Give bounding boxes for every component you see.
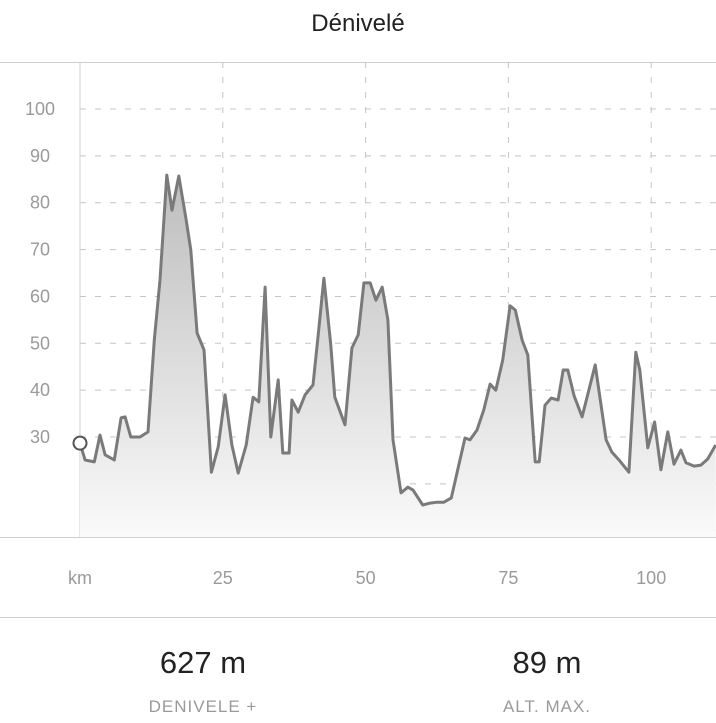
- stat-elevation-gain: 627 m DENIVELE +: [53, 645, 353, 717]
- x-tick-label: 75: [498, 568, 518, 588]
- y-tick-label: 70: [30, 240, 50, 260]
- stat-value: 627 m: [159, 645, 247, 680]
- elevation-line: [78, 173, 716, 507]
- x-tick-label: 25: [213, 568, 233, 588]
- chart-baseline: [0, 537, 716, 538]
- divider: [0, 617, 716, 618]
- page-title: Dénivelé: [311, 10, 405, 37]
- stat-label: ALT. MAX.: [502, 697, 592, 716]
- y-tick-label: 40: [30, 380, 50, 400]
- elevation-area: [80, 175, 716, 537]
- stat-max-altitude: 89 m ALT. MAX.: [397, 645, 697, 717]
- y-tick-label: 60: [30, 286, 50, 306]
- stat-value: 89 m: [512, 645, 582, 680]
- divider: [0, 62, 716, 63]
- elevation-chart: 30 40 50 60 70 80 90 100 km 25 50 75 100: [25, 62, 716, 588]
- stat-label: DENIVELE +: [148, 697, 258, 716]
- x-axis-label: km: [68, 568, 92, 588]
- y-tick-label: 100: [25, 99, 55, 119]
- x-tick-label: 50: [356, 568, 376, 588]
- y-tick-label: 30: [30, 427, 50, 447]
- y-tick-label: 90: [30, 146, 50, 166]
- y-tick-label: 50: [30, 333, 50, 353]
- x-tick-label: 100: [636, 568, 666, 588]
- y-tick-label: 80: [30, 193, 50, 213]
- start-marker: [72, 435, 88, 451]
